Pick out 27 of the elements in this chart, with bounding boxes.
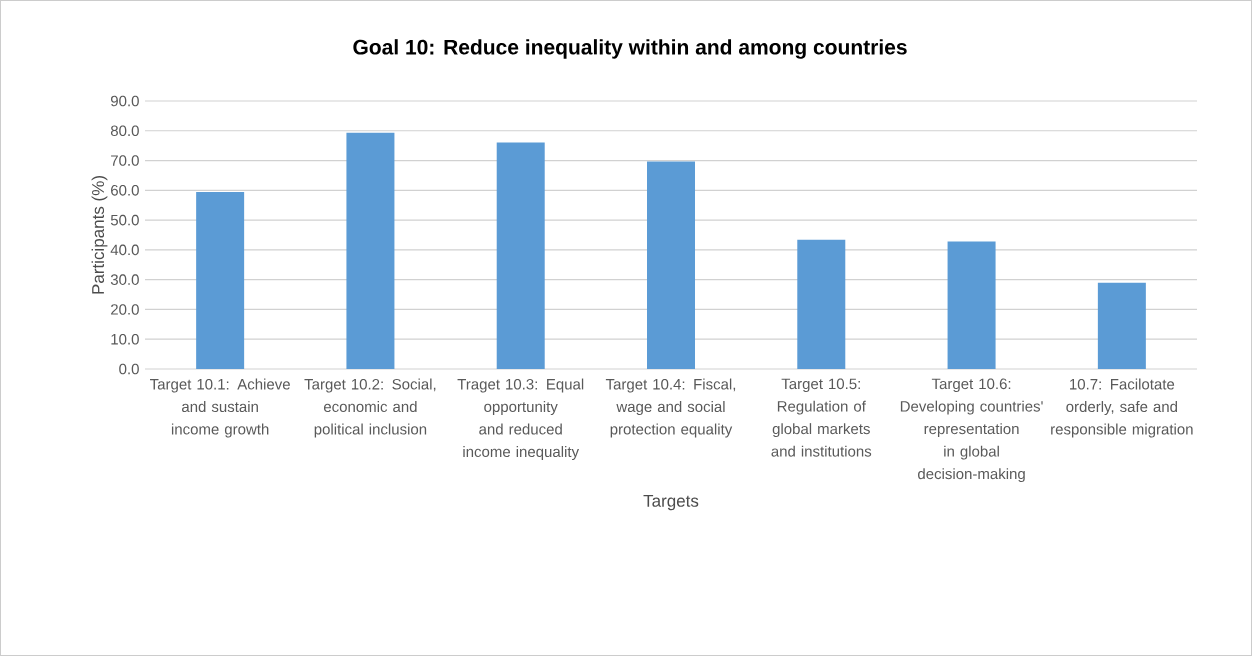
- y-tick-label: 50.0: [110, 214, 139, 226]
- bar: [196, 192, 245, 369]
- bar: [346, 132, 395, 369]
- x-tick-label: Target 10.6: Developing countries' representation in global decision-making: [900, 378, 1043, 483]
- x-tick-label: Target 10.2: Social, economic and political inclusion: [304, 378, 436, 438]
- bar: [496, 142, 545, 369]
- y-tick-label: 60.0: [111, 185, 139, 196]
- bar: [647, 161, 695, 369]
- x-tick-label: Target 10.1: Achieve and sustain income growth: [150, 378, 290, 438]
- y-tick-label: 20.0: [111, 304, 139, 315]
- bar: [797, 239, 846, 369]
- y-tick-label: 70.0: [111, 155, 139, 166]
- bar: [947, 241, 996, 369]
- y-tick-label: 40.0: [110, 244, 139, 256]
- y-axis-title: Participants (%): [91, 176, 108, 294]
- x-tick-label: 10.7: Facilotate orderly, safe and responsible migration: [1051, 378, 1193, 438]
- y-tick-label: 90.0: [110, 95, 139, 107]
- bar: [1097, 282, 1146, 369]
- x-tick-label: Traget 10.3: Equal opportunity and reduced income inequality: [457, 378, 584, 461]
- y-tick-label: 80.0: [110, 125, 139, 137]
- x-tick-label: Target 10.5: Regulation of global markets and institutions: [771, 378, 872, 457]
- y-tick-label: 0.0: [119, 363, 139, 375]
- chart-title: Goal 10: Reduce inequality within and among countries: [353, 39, 907, 59]
- x-axis-title: Targets: [643, 494, 699, 511]
- y-tick-label: 10.0: [111, 333, 139, 345]
- x-tick-label: Target 10.4: Fiscal, wage and social protection equality: [605, 378, 736, 438]
- y-tick-label: 30.0: [110, 274, 139, 285]
